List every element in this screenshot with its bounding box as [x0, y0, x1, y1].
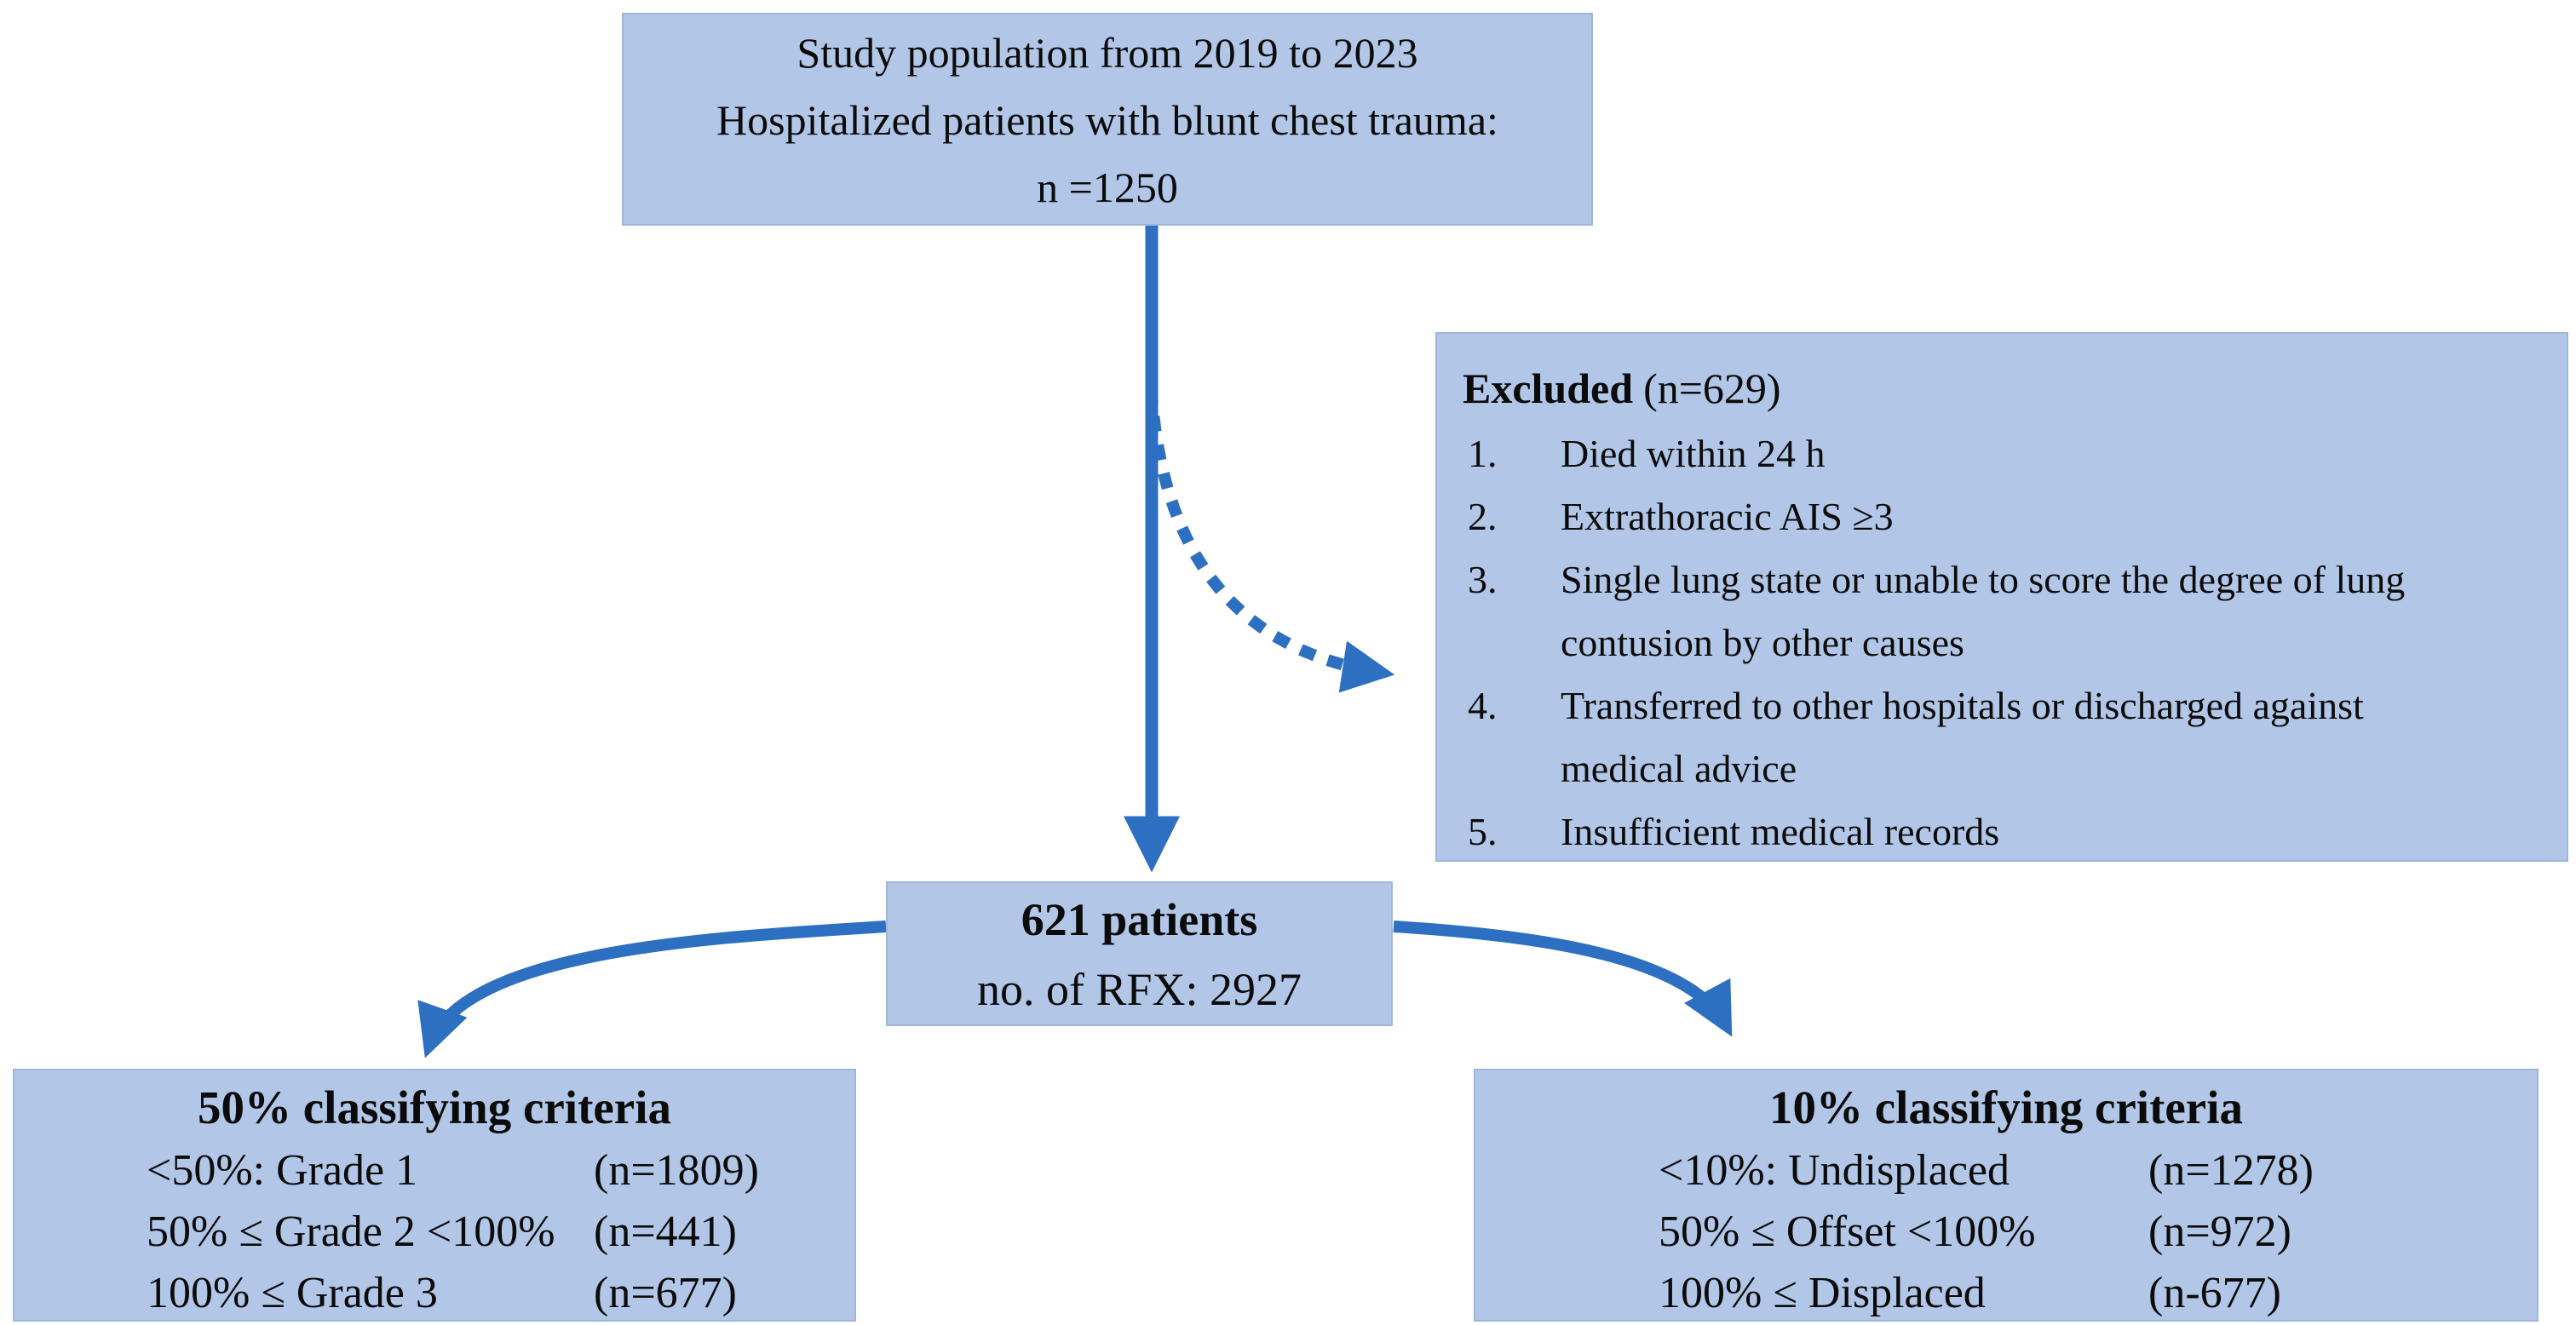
excluded-item-2-text: Extrathoracic AIS ≥3 — [1561, 495, 1894, 538]
criteria-10-row-3-value: (n-677) — [2148, 1269, 2281, 1317]
criteria-50-row-2: 50% ≤ Grade 2 <100% (n=441) — [14, 1202, 854, 1263]
excluded-item-2-number: 2. — [1468, 495, 1498, 538]
criteria-50-row-1-value: (n=1809) — [594, 1146, 759, 1195]
excluded-title-label: Excluded — [1463, 364, 1634, 412]
criteria-50-row-2-value: (n=441) — [594, 1207, 737, 1256]
excluded-item-3-number: 3. — [1468, 558, 1498, 601]
excluded-item-4: 4. Transferred to other hospitals or dis… — [1463, 674, 2550, 800]
excluded-item-4-number: 4. — [1468, 684, 1498, 727]
cohort-patient-count: 621 patients — [1021, 894, 1258, 945]
criteria-50-row-3: 100% ≤ Grade 3 (n=677) — [14, 1263, 854, 1324]
criteria-10-box: 10% classifying criteria <10%: Undisplac… — [1474, 1069, 2539, 1322]
excluded-item-1: 1. Died within 24 h — [1463, 422, 2550, 485]
criteria-10-row-1: <10%: Undisplaced (n=1278) — [1475, 1140, 2537, 1202]
criteria-50-row-3-value: (n=677) — [594, 1269, 737, 1317]
cohort-rfx-count: no. of RFX: 2927 — [976, 964, 1302, 1015]
criteria-10-row-1-value: (n=1278) — [2148, 1146, 2314, 1195]
cohort-box: 621 patients no. of RFX: 2927 — [886, 881, 1393, 1026]
arrow-dashed-to-excluded — [1145, 387, 1395, 693]
criteria-10-row-2-label: 50% ≤ Offset <100% — [1659, 1207, 2036, 1256]
excluded-item-4-text: Transferred to other hospitals or discha… — [1561, 684, 2364, 790]
criteria-10-row-1-label: <10%: Undisplaced — [1659, 1146, 2010, 1195]
study-line-3: n =1250 — [1037, 163, 1178, 211]
excluded-item-1-number: 1. — [1468, 432, 1498, 475]
criteria-50-box: 50% classifying criteria <50%: Grade 1 (… — [13, 1069, 856, 1322]
criteria-10-row-3: 100% ≤ Displaced (n-677) — [1475, 1263, 2537, 1324]
excluded-item-2: 2. Extrathoracic AIS ≥3 — [1463, 485, 2550, 548]
criteria-50-row-3-label: 100% ≤ Grade 3 — [147, 1269, 438, 1317]
excluded-item-3-text: Single lung state or unable to score the… — [1561, 558, 2406, 664]
excluded-title-n: (n=629) — [1643, 364, 1781, 412]
criteria-10-row-3-label: 100% ≤ Displaced — [1659, 1269, 1986, 1317]
study-population-box: Study population from 2019 to 2023 Hospi… — [622, 13, 1593, 226]
excluded-item-1-text: Died within 24 h — [1561, 432, 1826, 475]
arrow-cohort-to-50-criteria — [417, 921, 887, 1058]
excluded-title: Excluded (n=629) — [1463, 354, 2550, 422]
excluded-item-5: 5. Insufficient medical records — [1463, 800, 2550, 863]
criteria-50-row-1: <50%: Grade 1 (n=1809) — [14, 1140, 854, 1202]
criteria-50-title: 50% classifying criteria — [198, 1081, 671, 1133]
study-line-1: Study population from 2019 to 2023 — [796, 29, 1418, 77]
criteria-50-row-1-label: <50%: Grade 1 — [147, 1146, 418, 1195]
criteria-10-title: 10% classifying criteria — [1769, 1081, 2243, 1133]
excluded-box: Excluded (n=629) 1. Died within 24 h 2. E… — [1435, 332, 2568, 862]
study-line-2: Hospitalized patients with blunt chest t… — [716, 96, 1498, 144]
criteria-50-row-2-label: 50% ≤ Grade 2 <100% — [147, 1207, 555, 1256]
criteria-10-row-2: 50% ≤ Offset <100% (n=972) — [1475, 1202, 2537, 1263]
excluded-item-5-number: 5. — [1468, 810, 1498, 853]
excluded-item-5-text: Insufficient medical records — [1561, 810, 2000, 853]
arrow-cohort-to-10-criteria — [1393, 921, 1733, 1037]
criteria-10-row-2-value: (n=972) — [2148, 1207, 2291, 1256]
excluded-item-3: 3. Single lung state or unable to score … — [1463, 548, 2550, 674]
